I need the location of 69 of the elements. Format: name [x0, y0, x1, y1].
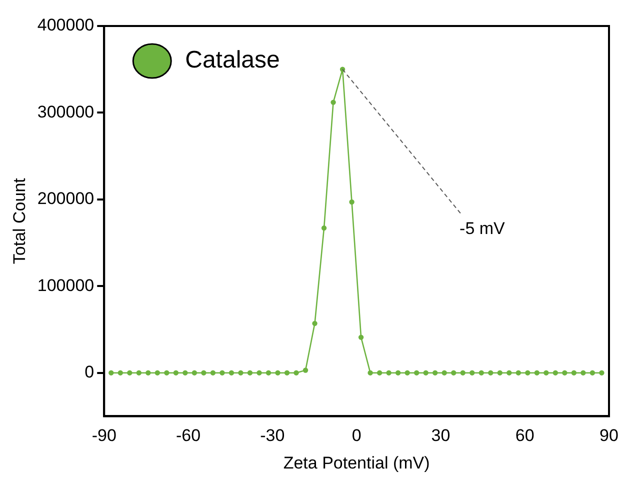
- point: [423, 370, 428, 376]
- annotation: -5 mV: [460, 219, 506, 238]
- point: [386, 370, 392, 376]
- point: [497, 370, 502, 376]
- point: [534, 370, 540, 376]
- point: [146, 370, 151, 376]
- x-tick-label: 90: [600, 426, 618, 446]
- point: [460, 370, 466, 376]
- point: [266, 370, 272, 376]
- point: [210, 370, 216, 376]
- y-tick-label: 100000: [37, 276, 94, 295]
- point: [330, 100, 336, 105]
- point: [552, 370, 558, 376]
- point: [173, 370, 179, 376]
- point: [358, 334, 364, 340]
- point: [302, 368, 308, 373]
- y-tick-label: 0: [84, 362, 94, 382]
- x-tick-label: -90: [92, 426, 116, 446]
- x-tick-label: 30: [431, 426, 450, 446]
- point: [321, 225, 327, 231]
- point: [571, 370, 577, 376]
- point: [599, 370, 604, 376]
- point: [506, 370, 512, 376]
- point: [228, 370, 234, 376]
- point: [136, 370, 142, 376]
- point: [256, 370, 262, 376]
- point: [580, 370, 586, 376]
- point: [562, 370, 568, 376]
- point: [294, 370, 299, 376]
- legend-label: Catalase: [185, 46, 280, 74]
- point: [238, 370, 244, 376]
- point: [275, 370, 280, 376]
- point: [201, 370, 206, 376]
- point: [247, 370, 253, 376]
- point: [432, 370, 438, 376]
- point: [182, 370, 188, 376]
- point: [525, 370, 530, 376]
- y-tick-label: 300000: [37, 102, 94, 122]
- point: [516, 370, 522, 376]
- point: [192, 370, 198, 376]
- point: [220, 370, 225, 376]
- x-tick-label: 0: [352, 426, 362, 446]
- point: [442, 370, 447, 376]
- point: [312, 320, 318, 326]
- point: [284, 370, 290, 376]
- point: [395, 370, 401, 376]
- point: [470, 370, 475, 376]
- point: [404, 370, 410, 376]
- point: [164, 370, 170, 376]
- point: [488, 370, 494, 376]
- x-axis-title: Zeta Potential (mV): [283, 453, 430, 472]
- y-axis-title: Total Count: [10, 178, 29, 264]
- point: [414, 370, 420, 376]
- point: [118, 370, 123, 376]
- point: [544, 370, 549, 376]
- point: [376, 370, 382, 376]
- y-tick-label: 200000: [37, 189, 94, 208]
- y-tick-label: 400000: [37, 16, 94, 35]
- point: [478, 370, 484, 376]
- point: [127, 370, 132, 376]
- point: [154, 370, 160, 376]
- point: [451, 370, 456, 376]
- point: [108, 370, 114, 376]
- point: [368, 370, 373, 376]
- x-tick-label: -30: [260, 426, 285, 446]
- x-tick-label: 60: [515, 426, 534, 446]
- x-tick-label: -60: [176, 426, 201, 446]
- point: [590, 370, 596, 376]
- point: [349, 199, 354, 205]
